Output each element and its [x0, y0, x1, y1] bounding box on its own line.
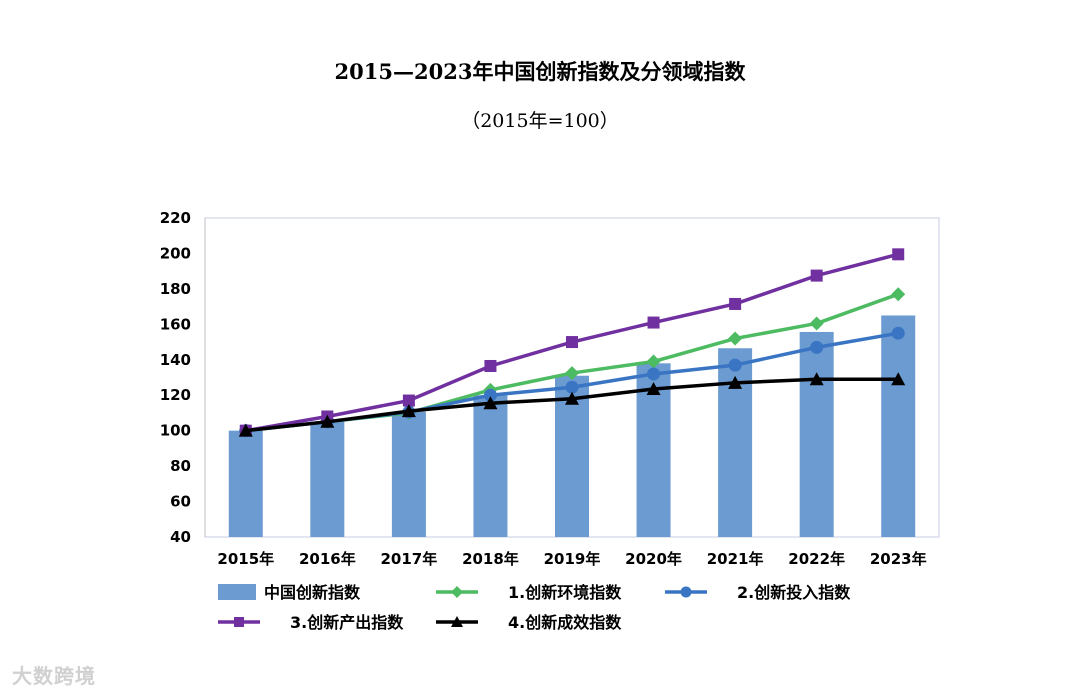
y-tick-label: 140: [160, 351, 191, 369]
bar-innovation-index: [881, 315, 916, 537]
series-1-point: [565, 366, 579, 381]
x-tick-label: 2021年: [707, 550, 764, 568]
series-4-point: [238, 423, 253, 437]
y-tick-label: 220: [160, 209, 191, 227]
y-tick-label: 180: [160, 280, 191, 298]
series-3-point: [484, 359, 497, 372]
bar-innovation-index: [310, 421, 345, 537]
series-1-point: [646, 354, 661, 369]
series-2-point: [647, 367, 661, 381]
series-1-point: [809, 316, 824, 331]
legend-swatch-marker: [234, 617, 244, 627]
x-tick-label: 2023年: [870, 550, 927, 568]
series-3-point: [810, 269, 823, 282]
series-4-point: [320, 414, 335, 428]
y-tick-label: 200: [160, 244, 191, 262]
series-3-point: [402, 394, 415, 407]
series-2-point: [810, 340, 824, 354]
x-tick-label: 2020年: [625, 550, 682, 568]
series-1-point: [728, 331, 743, 346]
watermark-text: 大数跨境: [12, 664, 96, 688]
series-3-point: [566, 336, 578, 349]
x-tick-label: 2018年: [462, 550, 519, 568]
series-4-point: [728, 375, 743, 389]
series-3-point: [647, 316, 660, 329]
series-2-point: [483, 388, 497, 402]
series-2-point: [891, 326, 905, 340]
series-4-point: [483, 396, 498, 410]
series-3-point: [729, 297, 742, 310]
bar-innovation-index: [228, 430, 263, 537]
y-tick-label: 160: [160, 315, 191, 333]
legend-label: 1.创新环境指数: [508, 583, 622, 602]
legend-swatch-marker: [680, 586, 692, 598]
chart-title: 2015—2023年中国创新指数及分领域指数: [334, 59, 746, 84]
series-1-point: [891, 287, 906, 302]
y-tick-label: 40: [170, 528, 191, 546]
series-2-point: [728, 358, 742, 372]
bar-innovation-index: [473, 395, 508, 537]
bar-innovation-index: [799, 331, 834, 537]
series-4-point: [565, 391, 579, 405]
legend-swatch-marker: [451, 586, 463, 598]
x-tick-label: 2015年: [217, 550, 274, 568]
x-tick-label: 2019年: [544, 550, 601, 568]
y-tick-label: 100: [160, 422, 191, 440]
chart-subtitle: （2015年=100）: [461, 110, 619, 132]
x-tick-label: 2022年: [788, 550, 845, 568]
x-tick-label: 2016年: [299, 550, 356, 568]
y-tick-label: 60: [170, 493, 191, 511]
series-2-point: [565, 380, 579, 394]
y-tick-label: 120: [160, 386, 191, 404]
series-4-point: [646, 382, 661, 396]
y-tick-label: 80: [170, 457, 191, 475]
legend-label: 2.创新投入指数: [737, 583, 851, 602]
bar-innovation-index: [391, 411, 426, 537]
legend-swatch-bar: [218, 584, 256, 600]
series-4-point: [401, 404, 416, 418]
legend-label: 4.创新成效指数: [508, 613, 622, 632]
series-4-point: [809, 372, 824, 386]
legend-label: 3.创新产出指数: [290, 613, 404, 632]
legend-label: 中国创新指数: [264, 583, 361, 602]
series-4-point: [891, 372, 906, 386]
series-3-point: [892, 248, 905, 261]
legend-swatch-marker: [451, 616, 463, 627]
x-tick-label: 2017年: [381, 550, 438, 568]
